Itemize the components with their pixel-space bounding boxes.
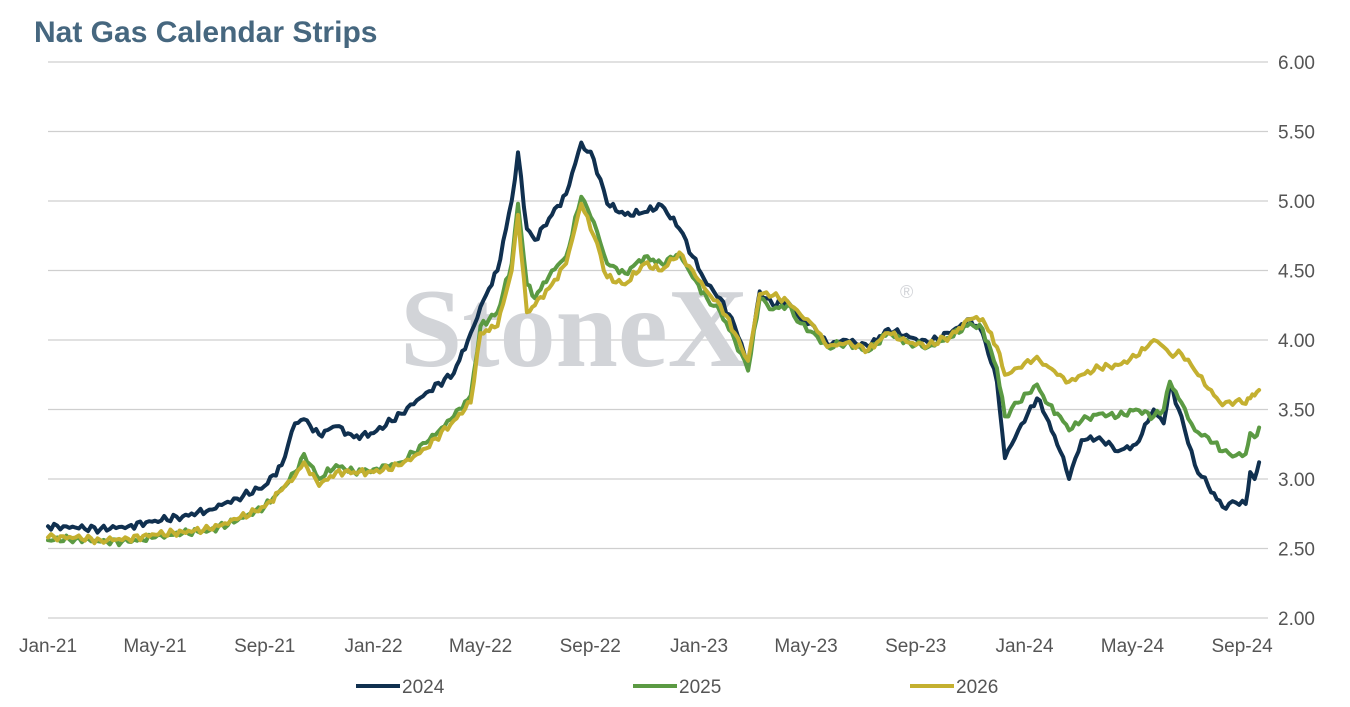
x-tick-label: Jan-23	[670, 636, 728, 657]
y-tick-label: 3.50	[1278, 401, 1315, 422]
x-tick-label: Sep-23	[885, 636, 946, 657]
series-line-2024	[46, 140, 1262, 535]
y-axis-ticks: 2.00 2.50 3.00 3.50 4.00 4.50 5.00 5.50 6.00	[1278, 53, 1315, 630]
x-tick-label: Jan-21	[19, 636, 77, 657]
y-tick-label: 4.00	[1278, 331, 1315, 352]
legend-label-2026: 2026	[956, 677, 998, 698]
x-tick-label: May-22	[449, 636, 512, 657]
x-tick-label: May-23	[774, 636, 837, 657]
watermark: StoneX ®	[400, 267, 913, 391]
y-tick-label: 3.00	[1278, 470, 1315, 491]
x-tick-label: May-21	[123, 636, 186, 657]
y-tick-label: 2.00	[1278, 609, 1315, 630]
y-tick-label: 4.50	[1278, 262, 1315, 283]
legend: 2024 2025 2026	[356, 677, 998, 698]
series-lines	[46, 140, 1262, 548]
legend-label-2025: 2025	[679, 677, 721, 698]
y-tick-label: 5.00	[1278, 192, 1315, 213]
x-axis-ticks: Jan-21 May-21 Sep-21 Jan-22 May-22 Sep-22 Jan-…	[19, 636, 1273, 657]
chart-title: Nat Gas Calendar Strips	[34, 16, 378, 49]
x-tick-label: May-24	[1101, 636, 1165, 657]
y-tick-label: 5.50	[1278, 123, 1315, 144]
series-line-2026	[46, 201, 1262, 546]
x-tick-label: Sep-22	[560, 636, 621, 657]
x-tick-label: Jan-22	[344, 636, 402, 657]
y-tick-label: 2.50	[1278, 540, 1315, 561]
legend-label-2024: 2024	[402, 677, 445, 698]
x-tick-label: Sep-21	[234, 636, 295, 657]
x-tick-label: Sep-24	[1211, 636, 1273, 657]
watermark-text: StoneX	[400, 267, 748, 391]
y-tick-label: 6.00	[1278, 53, 1315, 74]
x-tick-label: Jan-24	[995, 636, 1054, 657]
watermark-registered-mark: ®	[900, 282, 913, 302]
